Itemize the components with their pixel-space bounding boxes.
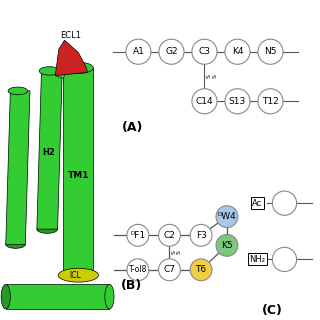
Text: ᴰW4: ᴰW4: [218, 212, 236, 221]
Circle shape: [192, 39, 217, 64]
Text: C14: C14: [196, 97, 213, 106]
Circle shape: [216, 206, 238, 228]
Text: T6: T6: [196, 265, 207, 274]
Text: F3: F3: [196, 231, 206, 240]
Ellipse shape: [63, 62, 93, 73]
Ellipse shape: [39, 67, 60, 75]
Text: C2: C2: [164, 231, 175, 240]
Ellipse shape: [105, 284, 114, 309]
Circle shape: [159, 39, 184, 64]
Circle shape: [258, 89, 283, 114]
Circle shape: [127, 259, 149, 281]
Circle shape: [225, 39, 250, 64]
Circle shape: [190, 224, 212, 246]
Text: T-ol8: T-ol8: [129, 265, 147, 274]
Polygon shape: [55, 40, 88, 76]
Text: (B): (B): [121, 279, 142, 292]
Text: C3: C3: [198, 47, 211, 56]
Circle shape: [158, 224, 180, 246]
Circle shape: [190, 259, 212, 281]
Polygon shape: [37, 71, 62, 229]
Ellipse shape: [1, 284, 10, 309]
Polygon shape: [55, 65, 67, 79]
Circle shape: [225, 89, 250, 114]
Ellipse shape: [63, 270, 93, 281]
Text: ᴰF1: ᴰF1: [130, 231, 145, 240]
Text: G2: G2: [165, 47, 178, 56]
Text: Ac: Ac: [252, 199, 262, 208]
Text: H2: H2: [42, 148, 55, 157]
Text: T12: T12: [262, 97, 279, 106]
Text: C7: C7: [164, 265, 175, 274]
Circle shape: [126, 39, 151, 64]
Circle shape: [272, 191, 297, 215]
Bar: [6, 284, 109, 309]
Circle shape: [158, 259, 180, 281]
Ellipse shape: [37, 225, 58, 233]
Circle shape: [272, 247, 297, 272]
Ellipse shape: [8, 87, 28, 95]
Text: ECL1: ECL1: [60, 31, 81, 40]
Text: S
S: S S: [171, 251, 182, 254]
Circle shape: [216, 235, 238, 256]
Text: ICL: ICL: [69, 271, 81, 280]
Text: K4: K4: [232, 47, 243, 56]
Circle shape: [258, 39, 283, 64]
Polygon shape: [6, 91, 30, 244]
Text: K5: K5: [221, 241, 233, 250]
Text: A1: A1: [132, 47, 144, 56]
Text: N5: N5: [264, 47, 277, 56]
Text: NH₂: NH₂: [249, 255, 265, 264]
Text: S
S: S S: [206, 75, 217, 78]
Text: TM1: TM1: [68, 171, 89, 180]
Bar: [63, 68, 93, 275]
Ellipse shape: [6, 241, 25, 248]
Text: S13: S13: [229, 97, 246, 106]
Text: (A): (A): [122, 121, 143, 134]
Circle shape: [192, 89, 217, 114]
Ellipse shape: [58, 268, 99, 282]
Circle shape: [127, 224, 149, 246]
Text: (C): (C): [262, 304, 283, 317]
